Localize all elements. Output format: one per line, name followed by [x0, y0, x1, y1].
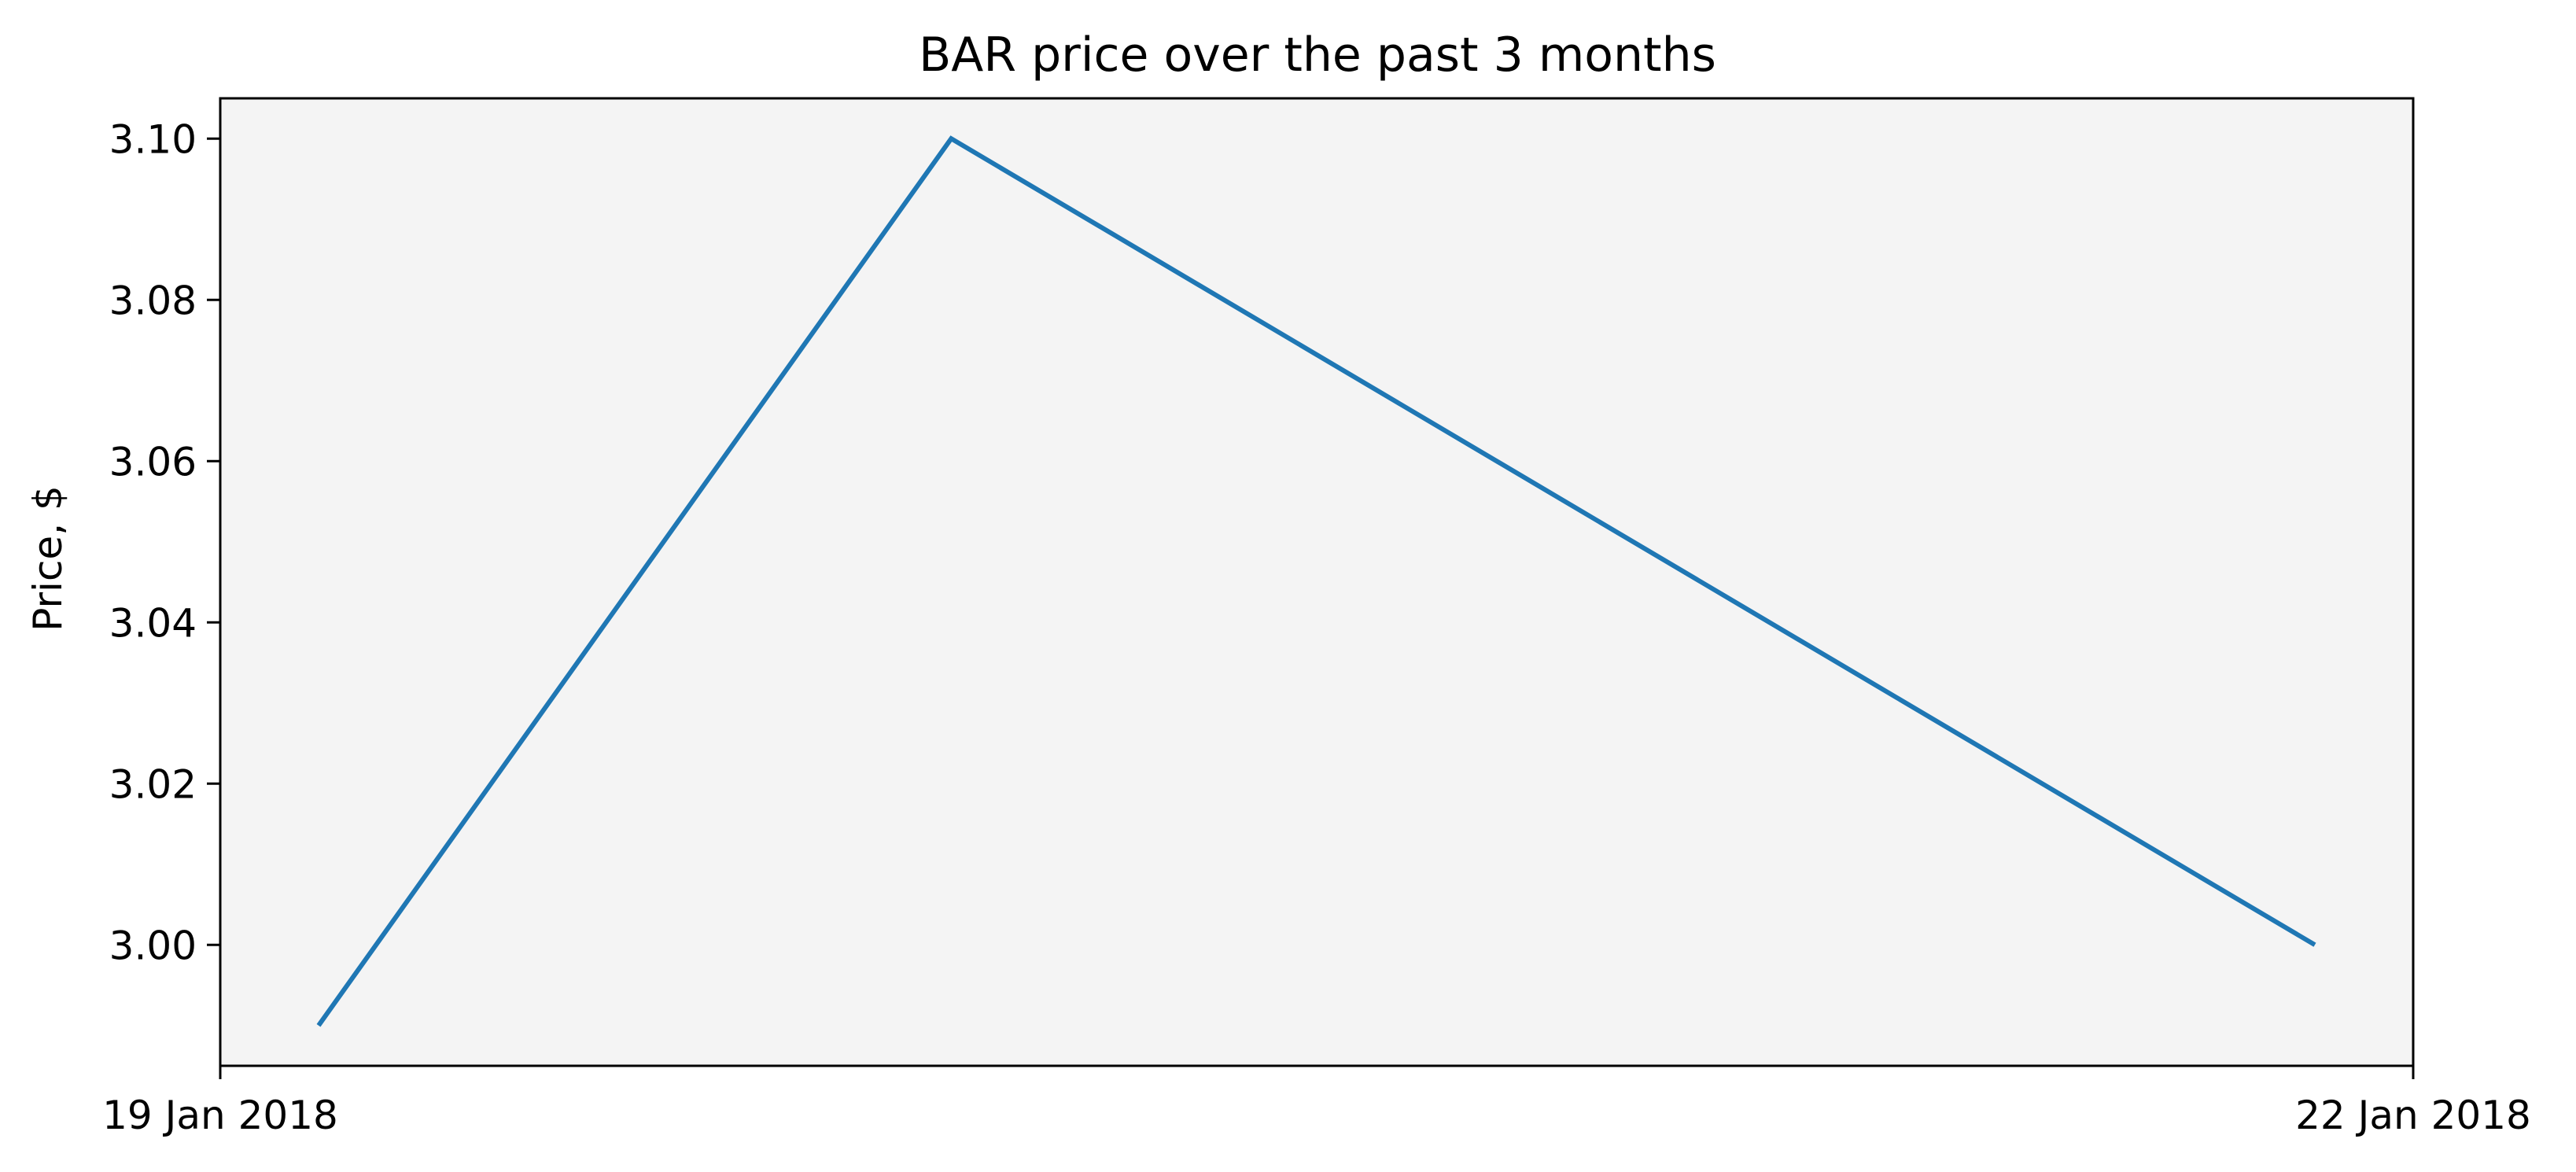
- plot-background: [220, 98, 2413, 1066]
- y-axis-label: Price, $: [25, 485, 71, 632]
- y-tick-label: 3.02: [109, 761, 197, 807]
- y-axis: 3.00 3.02 3.04 3.06 3.08 3.10: [109, 116, 220, 968]
- series-line-0: [316, 135, 2316, 1027]
- x-axis: 19 Jan 2018 22 Jan 2018: [102, 1066, 2531, 1138]
- plot-area: [219, 97, 2415, 1067]
- x-tick-label: 19 Jan 2018: [102, 1093, 338, 1138]
- plot-frame: [219, 97, 2415, 1067]
- y-tick-label: 3.04: [109, 600, 197, 646]
- x-tick-label: 22 Jan 2018: [2295, 1093, 2531, 1138]
- chart-title: BAR price over the past 3 months: [919, 28, 1716, 83]
- y-tick-label: 3.10: [109, 116, 197, 162]
- y-tick-label: 3.00: [109, 923, 197, 968]
- y-tick-label: 3.08: [109, 278, 197, 323]
- y-tick-label: 3.06: [109, 439, 197, 485]
